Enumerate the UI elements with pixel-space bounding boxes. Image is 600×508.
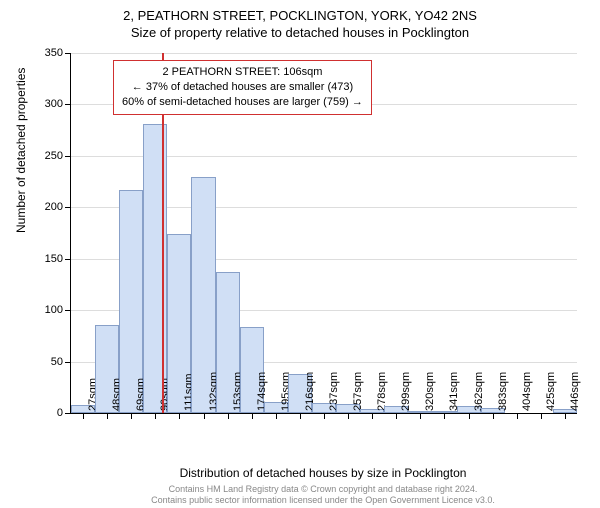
y-tick: [65, 156, 71, 157]
y-tick: [65, 362, 71, 363]
y-tick: [65, 259, 71, 260]
x-axis-title: Distribution of detached houses by size …: [70, 466, 576, 480]
footer: Contains HM Land Registry data © Crown c…: [70, 484, 576, 506]
x-tick: [107, 413, 108, 419]
y-tick-label: 150: [31, 253, 63, 265]
y-tick: [65, 104, 71, 105]
footer-line1: Contains HM Land Registry data © Crown c…: [70, 484, 576, 495]
x-tick: [324, 413, 325, 419]
annotation-line1: 2 PEATHORN STREET: 106sqm: [122, 65, 363, 80]
y-tick-label: 200: [31, 201, 63, 213]
y-tick-label: 100: [31, 304, 63, 316]
x-tick: [252, 413, 253, 419]
footer-line2: Contains public sector information licen…: [70, 495, 576, 506]
x-tick-label: 446sqm: [569, 372, 581, 411]
y-tick-label: 300: [31, 98, 63, 110]
x-tick-label: 383sqm: [497, 372, 509, 411]
title-main: 2, PEATHORN STREET, POCKLINGTON, YORK, Y…: [0, 8, 600, 23]
x-tick-label: 425sqm: [545, 372, 557, 411]
x-tick: [179, 413, 180, 419]
x-tick: [444, 413, 445, 419]
y-tick: [65, 207, 71, 208]
x-tick: [372, 413, 373, 419]
y-tick-label: 250: [31, 150, 63, 162]
y-tick-label: 50: [31, 356, 63, 368]
x-tick: [204, 413, 205, 419]
x-tick: [493, 413, 494, 419]
x-tick: [565, 413, 566, 419]
annotation-line3: 60% of semi-detached houses are larger (…: [122, 95, 363, 110]
x-tick: [469, 413, 470, 419]
x-tick: [300, 413, 301, 419]
x-tick: [348, 413, 349, 419]
y-tick: [65, 310, 71, 311]
title-sub: Size of property relative to detached ho…: [0, 25, 600, 40]
x-tick-label: 299sqm: [400, 372, 412, 411]
x-tick-label: 257sqm: [352, 372, 364, 411]
x-tick: [420, 413, 421, 419]
annotation-line2: ← 37% of detached houses are smaller (47…: [122, 80, 363, 95]
y-tick: [65, 413, 71, 414]
x-tick-label: 404sqm: [521, 372, 533, 411]
y-axis-title: Number of detached properties: [14, 68, 28, 233]
x-tick: [276, 413, 277, 419]
x-tick-label: 320sqm: [424, 372, 436, 411]
x-tick: [131, 413, 132, 419]
histogram-bar: [143, 124, 167, 413]
x-tick: [396, 413, 397, 419]
chart-area: 2 PEATHORN STREET: 106sqm ← 37% of detac…: [70, 53, 577, 414]
gridline: [71, 53, 577, 54]
y-tick: [65, 53, 71, 54]
y-tick-label: 350: [31, 47, 63, 59]
annotation-box: 2 PEATHORN STREET: 106sqm ← 37% of detac…: [113, 60, 372, 115]
y-tick-label: 0: [31, 407, 63, 419]
x-tick: [517, 413, 518, 419]
x-tick: [83, 413, 84, 419]
x-tick: [228, 413, 229, 419]
x-tick-label: 362sqm: [473, 372, 485, 411]
x-tick: [155, 413, 156, 419]
x-tick: [541, 413, 542, 419]
